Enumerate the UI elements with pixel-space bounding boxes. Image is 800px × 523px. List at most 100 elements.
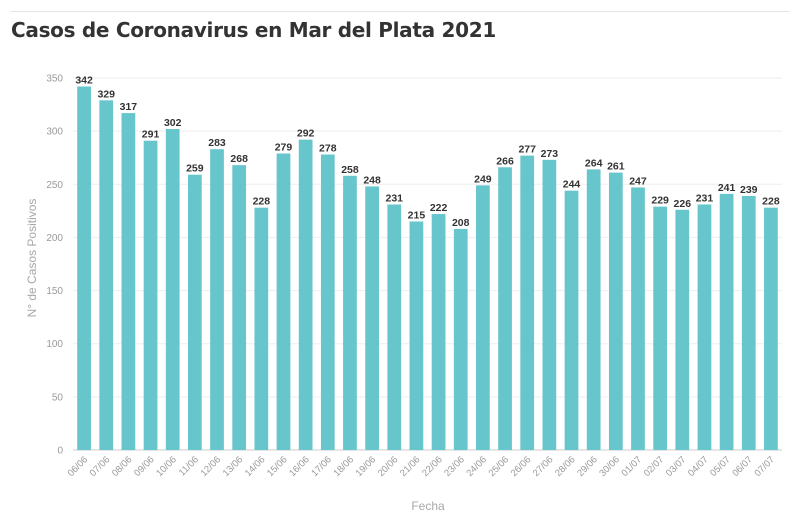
chart-title: Casos de Coronavirus en Mar del Plata 20… — [11, 18, 496, 42]
data-label: 279 — [275, 141, 293, 153]
data-label: 273 — [541, 148, 559, 160]
data-label: 268 — [230, 153, 248, 165]
x-axis-ticks: 06/0607/0608/0609/0610/0611/0612/0613/06… — [66, 454, 777, 479]
data-label: 291 — [142, 129, 160, 141]
x-tick-label: 08/06 — [110, 454, 135, 479]
bar — [99, 100, 114, 450]
bar — [121, 113, 136, 451]
x-axis-label: Fecha — [411, 499, 445, 513]
bar — [741, 195, 756, 450]
x-tick-label: 14/06 — [243, 454, 268, 479]
x-tick-label: 06/06 — [66, 454, 91, 479]
bar — [764, 207, 778, 450]
x-tick-label: 11/06 — [177, 454, 201, 478]
data-label: 228 — [253, 196, 271, 208]
bar — [298, 139, 313, 450]
data-label: 248 — [363, 174, 381, 186]
x-tick-label: 27/06 — [531, 454, 556, 479]
data-label: 292 — [297, 128, 315, 140]
data-label: 317 — [120, 101, 138, 113]
bar — [320, 154, 335, 451]
bars — [77, 86, 778, 451]
y-tick-label: 200 — [46, 233, 63, 244]
x-tick-label: 12/06 — [199, 454, 224, 479]
bar — [608, 172, 623, 450]
y-tick-label: 50 — [52, 392, 64, 403]
y-tick-label: 250 — [46, 180, 63, 191]
bar — [409, 221, 424, 450]
y-tick-label: 0 — [57, 446, 63, 457]
x-tick-label: 10/06 — [154, 454, 179, 479]
y-axis-label: N° de Casos Positivos — [25, 199, 39, 318]
bar — [586, 169, 601, 451]
x-tick-label: 19/06 — [354, 454, 379, 479]
bar — [564, 190, 579, 451]
bar — [165, 129, 180, 450]
data-label: 342 — [75, 75, 93, 87]
x-tick-label: 28/06 — [553, 454, 578, 479]
x-tick-label: 18/06 — [331, 454, 356, 479]
x-tick-label: 26/06 — [509, 454, 534, 479]
bar — [254, 207, 269, 450]
bar — [387, 204, 402, 450]
bar — [365, 186, 379, 450]
bar — [653, 206, 668, 450]
data-label: 302 — [164, 117, 182, 129]
x-tick-label: 20/06 — [376, 454, 401, 479]
data-label: 229 — [651, 195, 669, 207]
data-label: 215 — [408, 209, 426, 221]
data-label: 249 — [474, 173, 492, 185]
data-label: 266 — [496, 155, 514, 167]
bar — [77, 86, 91, 450]
data-label: 231 — [696, 192, 714, 204]
data-label: 231 — [386, 192, 404, 204]
data-label: 277 — [518, 144, 536, 156]
data-label: 259 — [186, 163, 204, 175]
bar — [719, 193, 734, 450]
data-label: 244 — [563, 179, 581, 191]
data-label: 278 — [319, 143, 337, 155]
data-label: 261 — [607, 161, 625, 173]
x-tick-label: 23/06 — [442, 454, 467, 479]
bar — [431, 214, 446, 450]
bar — [232, 165, 247, 450]
data-label: 329 — [97, 88, 115, 100]
data-label: 241 — [718, 182, 736, 194]
y-tick-label: 150 — [46, 286, 63, 297]
x-tick-label: 04/07 — [686, 454, 711, 479]
x-tick-label: 07/07 — [752, 454, 777, 479]
bar — [453, 228, 468, 450]
bar — [697, 204, 712, 450]
y-tick-label: 100 — [46, 339, 63, 350]
data-label: 228 — [762, 196, 780, 208]
bar — [631, 187, 645, 450]
x-tick-label: 29/06 — [575, 454, 600, 479]
x-tick-label: 25/06 — [487, 454, 512, 479]
x-tick-label: 17/06 — [309, 454, 334, 479]
x-tick-label: 16/06 — [287, 454, 312, 479]
top-divider — [10, 11, 790, 12]
y-axis-ticks: 0 50 100 150 200 250 300 350 — [46, 74, 63, 457]
bar — [210, 149, 224, 450]
data-label: 208 — [452, 217, 470, 229]
data-label: 239 — [740, 184, 758, 196]
y-tick-label: 300 — [46, 127, 63, 138]
x-tick-label: 15/06 — [265, 454, 290, 479]
x-tick-label: 01/07 — [620, 454, 645, 479]
x-tick-label: 21/06 — [398, 454, 423, 479]
data-label: 222 — [430, 202, 448, 214]
bar — [675, 209, 690, 450]
bar — [143, 140, 158, 451]
x-tick-label: 22/06 — [420, 454, 445, 479]
y-tick-label: 350 — [46, 74, 63, 85]
data-label: 283 — [208, 137, 226, 149]
bar — [520, 155, 535, 451]
data-labels: 342 329 317 291 302 259 283 268 228 279 292 278 258 2… — [75, 75, 780, 229]
x-tick-label: 07/06 — [88, 454, 113, 479]
bar — [542, 159, 557, 450]
x-tick-label: 13/06 — [221, 454, 246, 479]
data-label: 247 — [629, 175, 647, 187]
x-tick-label: 24/06 — [464, 454, 489, 479]
